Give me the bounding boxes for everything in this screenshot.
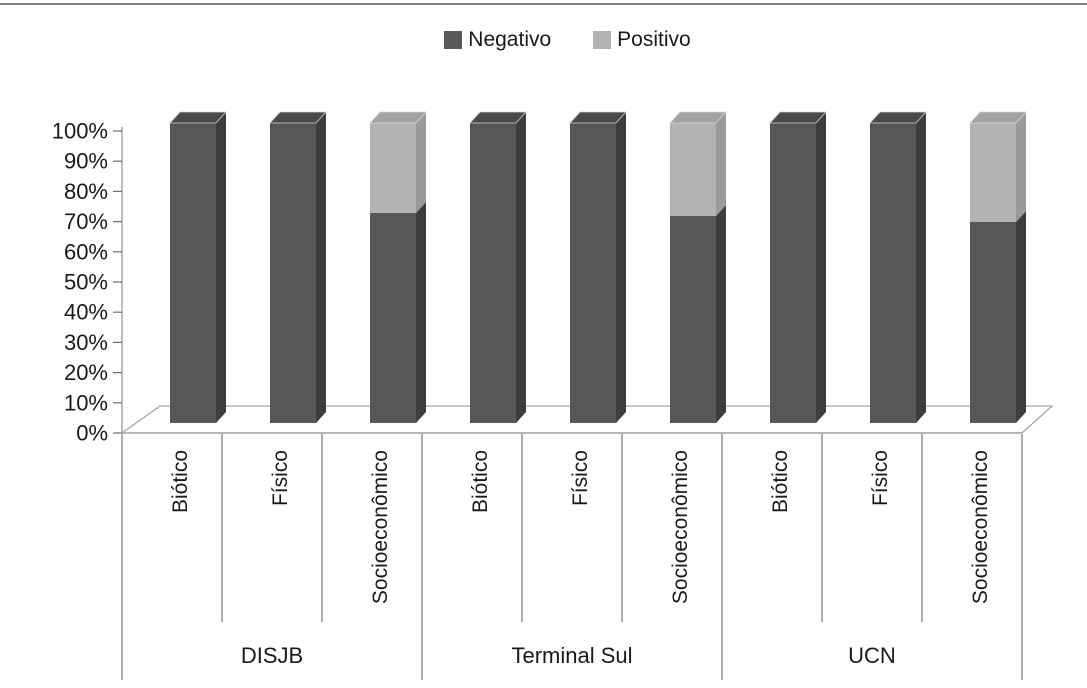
bar-top-face — [169, 111, 227, 124]
legend-item-positivo: Positivo — [593, 28, 691, 52]
chart-legend: Negativo Positivo — [24, 28, 1087, 52]
bar-segment-side — [716, 112, 726, 216]
category-label: Socioeconômico — [969, 450, 992, 604]
bar-segment-side — [616, 112, 626, 423]
bar-segment-side — [416, 112, 426, 213]
group-label: UCN — [848, 643, 896, 668]
category-label: Físico — [569, 450, 592, 506]
bar-segment-side — [216, 112, 226, 423]
y-tick-label: 60% — [64, 239, 108, 264]
group-label: DISJB — [241, 643, 303, 668]
category-label: Biótico — [769, 450, 792, 513]
bar-segment — [870, 123, 916, 423]
bar-segment — [470, 123, 516, 423]
bar-segment — [170, 123, 216, 423]
category-label: Físico — [869, 450, 892, 506]
bar-segment — [370, 213, 416, 423]
category-label: Socioeconômico — [669, 450, 692, 604]
bar-segment-side — [316, 112, 326, 423]
y-tick-label: 0% — [76, 420, 108, 445]
bar-segment-side — [416, 202, 426, 423]
category-label: Socioeconômico — [369, 450, 392, 604]
y-tick-label: 90% — [64, 149, 108, 174]
group-label: Terminal Sul — [511, 643, 632, 668]
bar-segment — [970, 222, 1016, 423]
bar-top-face — [469, 111, 527, 124]
legend-swatch — [593, 31, 612, 49]
bar-top-face — [669, 111, 727, 124]
bar-segment-side — [816, 112, 826, 423]
bar-segment — [970, 123, 1016, 222]
bar-segment — [270, 123, 316, 423]
bar-segment-side — [916, 112, 926, 423]
bar-segment-side — [716, 205, 726, 423]
page-top-border — [0, 3, 1087, 5]
bar-top-face — [969, 111, 1027, 124]
y-tick-label: 10% — [64, 390, 108, 415]
legend-item-negativo: Negativo — [444, 28, 551, 52]
bar-segment — [670, 216, 716, 423]
bar-segment-side — [1016, 211, 1026, 423]
category-label: Biótico — [469, 450, 492, 513]
legend-label: Negativo — [468, 28, 552, 51]
bar-top-face — [369, 111, 427, 124]
bar-segment — [570, 123, 616, 423]
y-tick-label: 100% — [52, 118, 108, 143]
category-label: Físico — [269, 450, 292, 506]
category-label: Biótico — [169, 450, 192, 513]
legend-label: Positivo — [617, 28, 691, 51]
bar-segment — [370, 123, 416, 213]
bar-top-face — [769, 111, 827, 124]
bar-top-face — [269, 111, 327, 124]
bar-segment — [770, 123, 816, 423]
y-tick-label: 30% — [64, 330, 108, 355]
y-tick-label: 50% — [64, 269, 108, 294]
bar-segment-side — [516, 112, 526, 423]
y-tick-label: 40% — [64, 300, 108, 325]
y-tick-label: 70% — [64, 209, 108, 234]
y-tick-label: 80% — [64, 179, 108, 204]
y-tick-label: 20% — [64, 360, 108, 385]
legend-swatch — [444, 31, 463, 49]
bar-top-face — [869, 111, 927, 124]
bar-segment-side — [1016, 112, 1026, 222]
bar-segment — [670, 123, 716, 216]
bar-top-face — [569, 111, 627, 124]
